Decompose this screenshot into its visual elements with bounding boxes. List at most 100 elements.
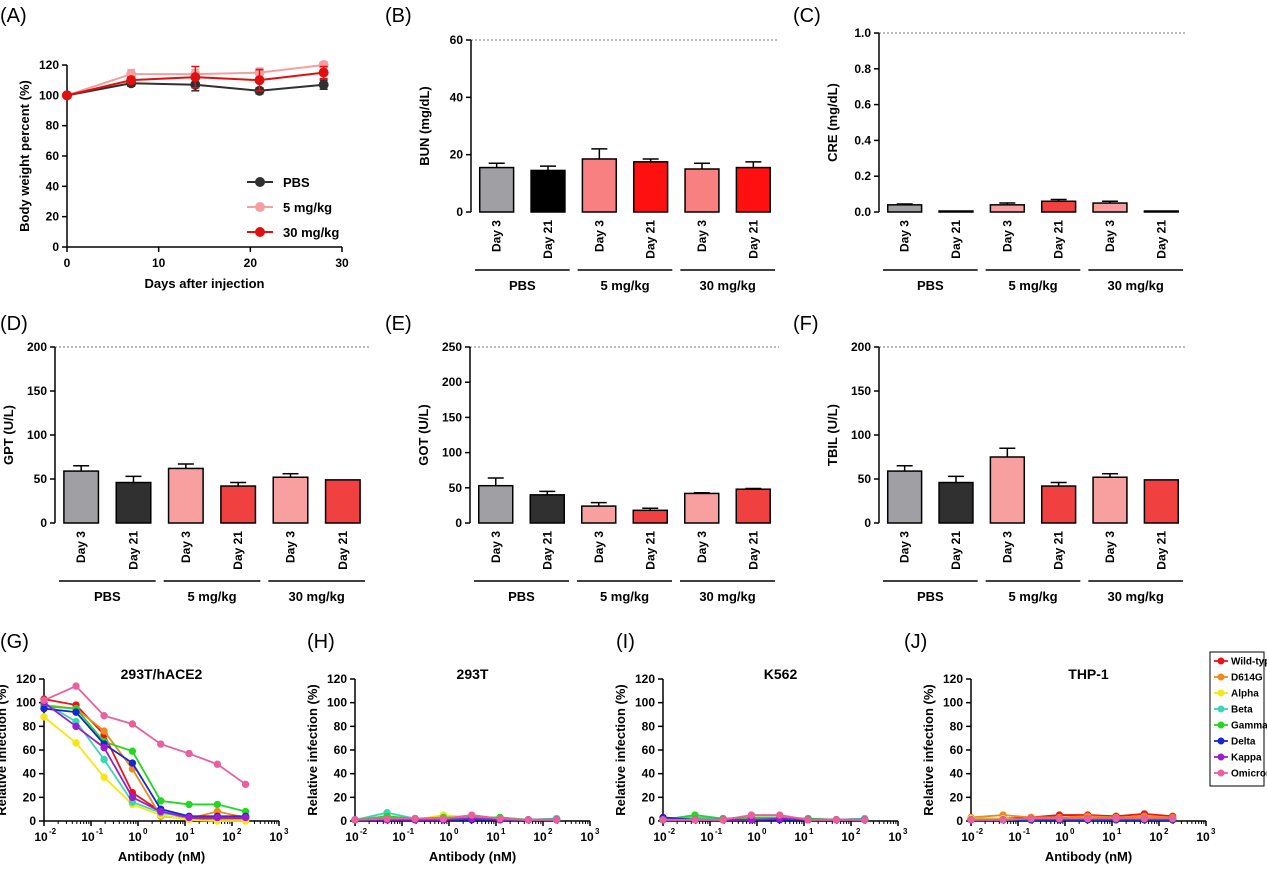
- group-label: 5 mg/kg: [1008, 589, 1057, 604]
- y-tick-label: 200: [851, 340, 871, 354]
- y-tick-label: 0.0: [854, 205, 871, 219]
- chart-title: K562: [764, 666, 798, 682]
- category-label: Day 21: [643, 531, 657, 570]
- data-point: [255, 202, 265, 212]
- bar: [1143, 479, 1180, 524]
- x-tick-base: 10: [1149, 830, 1163, 844]
- y-axis-title: Relative infection (%): [305, 684, 320, 815]
- category-label: Day 21: [1154, 220, 1168, 259]
- data-point: [213, 760, 222, 768]
- data-point: [40, 696, 48, 704]
- data-point: [1140, 814, 1149, 823]
- y-tick-label: 60: [642, 743, 656, 757]
- x-tick-base: 10: [81, 830, 95, 844]
- data-point: [1217, 753, 1225, 761]
- x-tick-exponent: 2: [548, 827, 553, 836]
- x-tick-base: 10: [1102, 830, 1116, 844]
- group-label: PBS: [94, 589, 121, 604]
- x-tick-label: 30: [335, 256, 349, 270]
- x-tick-exponent: -2: [49, 827, 57, 836]
- bar: [735, 166, 772, 213]
- y-tick-label: 40: [334, 767, 348, 781]
- x-tick-base: 10: [653, 830, 667, 844]
- bar: [530, 169, 566, 213]
- y-tick-label: 150: [442, 410, 462, 424]
- data-point: [213, 813, 222, 822]
- data-point: [719, 816, 727, 824]
- category-label: Day 21: [644, 220, 658, 259]
- group-label: PBS: [508, 589, 535, 604]
- category-label: Day 3: [489, 531, 503, 563]
- data-point: [100, 711, 108, 720]
- data-point: [185, 749, 193, 758]
- data-point: [190, 72, 201, 83]
- x-tick-exponent: 2: [237, 827, 242, 836]
- x-tick-base: 10: [128, 830, 142, 844]
- category-label: Day 3: [1000, 531, 1014, 563]
- data-point: [100, 773, 108, 781]
- series-line: [43, 701, 246, 819]
- y-axis-title: GOT (U/L): [416, 404, 431, 465]
- data-point: [72, 722, 80, 731]
- bar: [1092, 476, 1128, 524]
- panel-letter: (A): [0, 5, 27, 27]
- data-point: [999, 816, 1007, 824]
- legend-label: Omicron: [1231, 769, 1267, 780]
- x-tick-base: 10: [439, 830, 453, 844]
- data-point: [1217, 705, 1225, 713]
- bar: [1143, 210, 1180, 213]
- data-point: [72, 708, 80, 716]
- chart-title: 293T: [457, 666, 489, 682]
- group-label: 30 mg/kg: [288, 589, 344, 604]
- panel-letter: (C): [793, 5, 821, 27]
- legend-label: Beta: [1231, 705, 1253, 716]
- category-label: Day 21: [1052, 220, 1066, 259]
- category-label: Day 3: [490, 220, 504, 252]
- x-tick-base: 10: [841, 830, 855, 844]
- x-tick-base: 10: [794, 830, 808, 844]
- legend-label: Alpha: [1231, 689, 1259, 700]
- series-line: [970, 814, 1173, 819]
- data-point: [128, 747, 137, 755]
- x-tick-base: 10: [580, 830, 594, 844]
- x-tick-base: 10: [700, 830, 714, 844]
- series-line: [43, 707, 246, 818]
- series-line: [663, 814, 865, 821]
- y-tick-label: 80: [46, 119, 60, 133]
- data-point: [1168, 814, 1177, 823]
- y-tick-label: 200: [442, 375, 462, 389]
- group-label: 5 mg/kg: [187, 589, 236, 604]
- series-line: [43, 685, 247, 786]
- y-tick-label: 0: [52, 240, 59, 254]
- bar: [632, 161, 669, 213]
- bar: [886, 470, 923, 524]
- legend-label: D614G: [1231, 673, 1263, 684]
- y-tick-label: 100: [851, 428, 871, 442]
- x-tick-exponent: -2: [668, 827, 676, 836]
- data-point: [776, 811, 784, 819]
- bar: [220, 485, 257, 524]
- x-tick-exponent: 0: [454, 827, 459, 836]
- y-tick-label: 50: [858, 472, 872, 486]
- y-axis-title: CRE (mg/dL): [825, 83, 840, 162]
- x-tick-base: 10: [961, 830, 975, 844]
- y-tick-label: 20: [950, 790, 964, 804]
- y-axis-title: BUN (mg/dL): [417, 86, 432, 165]
- x-tick-exponent: 3: [284, 827, 289, 836]
- x-axis-title: Antibody (nM): [429, 849, 516, 864]
- x-tick-base: 10: [533, 830, 547, 844]
- legend-label: Kappa: [1231, 753, 1262, 764]
- data-point: [967, 816, 975, 824]
- category-label: Day 3: [898, 531, 912, 563]
- y-tick-label: 50: [34, 472, 48, 486]
- y-tick-label: 0.2: [854, 169, 871, 183]
- bar: [63, 470, 100, 524]
- x-tick-exponent: 1: [1117, 827, 1122, 836]
- y-tick-label: 60: [334, 743, 348, 757]
- y-tick-label: 40: [46, 179, 60, 193]
- data-point: [100, 743, 108, 752]
- category-label: Day 21: [1052, 531, 1066, 570]
- y-tick-label: 80: [23, 719, 37, 733]
- panel-letter: (I): [616, 631, 635, 653]
- x-axis-title: Antibody (nM): [1045, 849, 1132, 864]
